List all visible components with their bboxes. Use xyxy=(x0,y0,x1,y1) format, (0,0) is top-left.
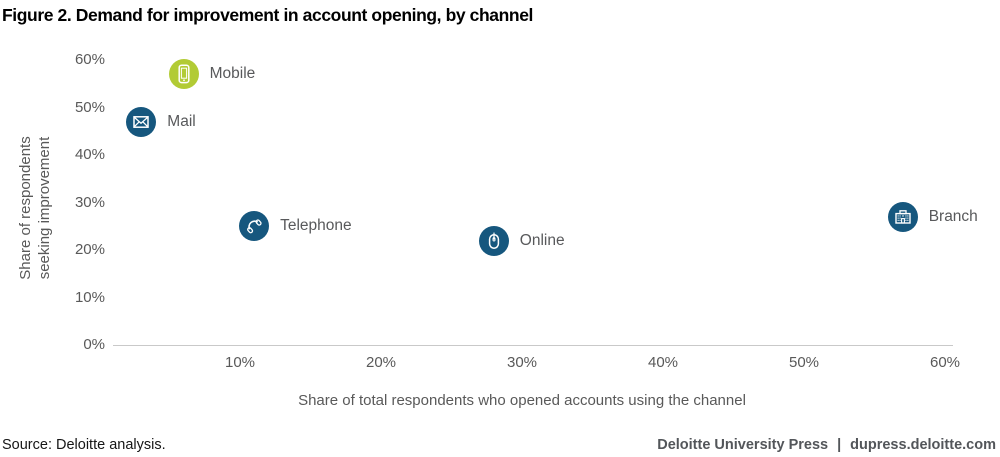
y-axis-title-line1: Share of respondents xyxy=(17,136,34,280)
data-point-online: Online xyxy=(478,225,565,256)
publisher-site[interactable]: dupress.deloitte.com xyxy=(850,437,996,453)
mobile-phone-icon xyxy=(168,59,199,90)
data-point-label: Online xyxy=(519,231,565,249)
publisher-name: Deloitte University Press xyxy=(657,437,829,453)
y-tick-label: 40% xyxy=(74,146,105,163)
data-point-label: Mail xyxy=(167,112,196,130)
x-tick-label: 60% xyxy=(929,354,961,371)
publisher-line: Deloitte University Press | dupress.deloit… xyxy=(657,437,996,453)
data-point-mail: Mail xyxy=(126,106,196,137)
y-tick-label: 50% xyxy=(74,98,105,116)
data-point-label: Mobile xyxy=(209,65,256,83)
x-axis-title: Share of total respondents who opened ac… xyxy=(298,392,746,409)
x-tick-label: 10% xyxy=(224,354,256,371)
data-point-label: Branch xyxy=(928,207,978,225)
chart-title: Figure 2. Demand for improvement in acco… xyxy=(2,5,533,25)
y-tick-label: 20% xyxy=(74,241,105,258)
source-note: Source: Deloitte analysis. xyxy=(2,437,166,453)
telephone-icon xyxy=(239,211,270,242)
data-point-label: Telephone xyxy=(280,217,352,235)
building-icon xyxy=(887,201,918,232)
y-tick-label: 30% xyxy=(74,193,105,211)
envelope-icon xyxy=(126,106,157,137)
x-tick-label: 40% xyxy=(647,354,679,371)
data-point-telephone: Telephone xyxy=(239,211,352,242)
x-axis-line xyxy=(113,345,953,346)
data-point-mobile: Mobile xyxy=(168,59,256,90)
x-tick-label: 30% xyxy=(506,354,538,371)
y-tick-label: 60% xyxy=(74,51,105,68)
y-tick-label: 10% xyxy=(74,288,105,306)
y-tick-label: 0% xyxy=(83,336,105,353)
mouse-icon xyxy=(478,225,509,256)
x-tick-label: 20% xyxy=(365,354,397,371)
publisher-separator: | xyxy=(837,437,842,453)
data-point-branch: Branch xyxy=(887,201,978,232)
x-tick-label: 50% xyxy=(788,354,820,371)
